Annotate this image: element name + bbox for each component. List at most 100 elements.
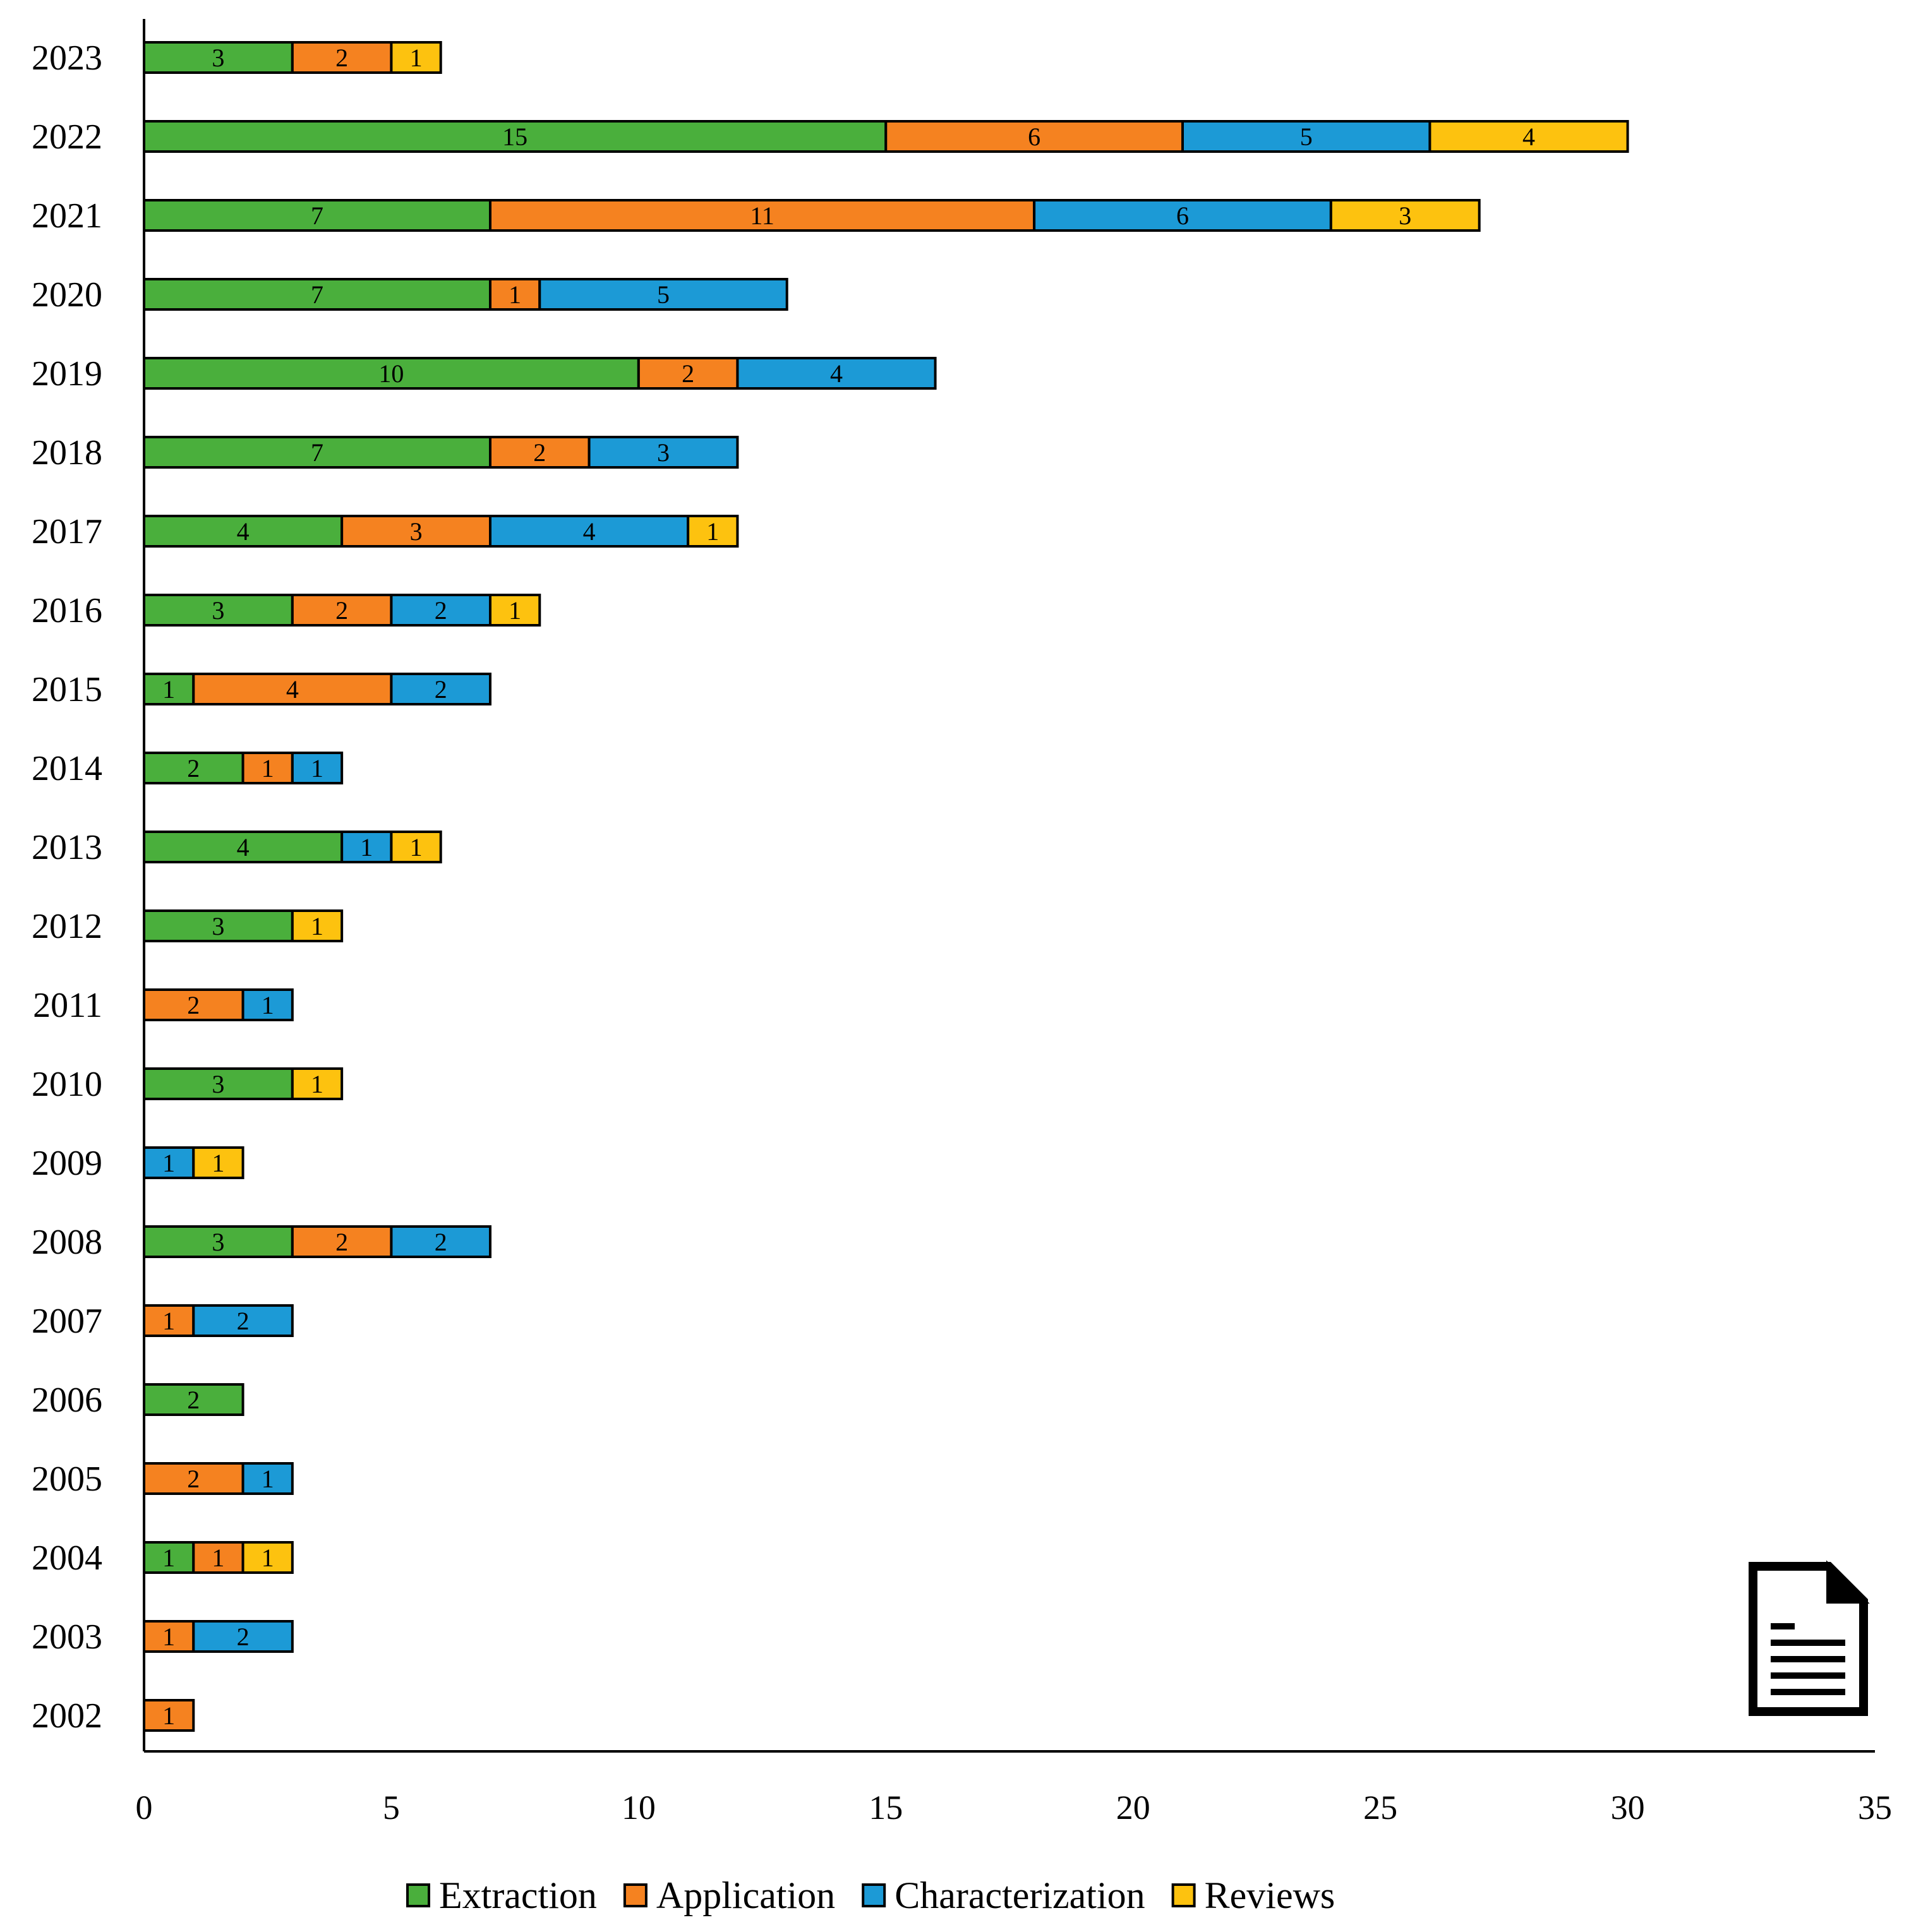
bar-value-label: 4 bbox=[583, 517, 596, 546]
x-tick-label: 30 bbox=[1611, 1789, 1645, 1827]
bar-value-label: 1 bbox=[410, 44, 423, 72]
bar-value-label: 3 bbox=[212, 44, 224, 72]
bar-segment bbox=[489, 515, 690, 548]
category-label: 2008 bbox=[32, 1223, 102, 1262]
bar-segment bbox=[192, 1146, 244, 1179]
category-label: 2018 bbox=[32, 433, 102, 472]
category-label: 2016 bbox=[32, 591, 102, 630]
bar-segment bbox=[538, 278, 788, 311]
bar-value-label: 1 bbox=[311, 912, 323, 940]
bar-value-label: 7 bbox=[311, 438, 323, 467]
bar-value-label: 1 bbox=[509, 280, 521, 309]
category-label: 2012 bbox=[32, 907, 102, 946]
bar-value-label: 2 bbox=[435, 596, 447, 625]
bar-value-label: 1 bbox=[311, 1070, 323, 1098]
bar-segment bbox=[489, 436, 591, 469]
category-label: 2011 bbox=[33, 986, 102, 1025]
bar-value-label: 1 bbox=[410, 833, 423, 861]
category-label: 2007 bbox=[32, 1302, 102, 1341]
legend-label: Characterization bbox=[895, 1875, 1145, 1916]
bar-value-label: 15 bbox=[502, 123, 527, 151]
bar-value-label: 2 bbox=[435, 675, 447, 704]
bar-value-label: 1 bbox=[262, 991, 274, 1019]
bar-segment bbox=[143, 1383, 244, 1416]
bar-segment bbox=[687, 515, 739, 548]
bar-segment bbox=[390, 673, 492, 705]
bar-value-label: 11 bbox=[750, 201, 774, 230]
bar-value-label: 1 bbox=[509, 596, 521, 625]
bar-segment bbox=[291, 909, 344, 942]
bar-value-label: 1 bbox=[360, 833, 373, 861]
bar-segment bbox=[340, 831, 393, 863]
legend-swatch bbox=[862, 1883, 886, 1907]
bar-value-label: 7 bbox=[311, 201, 323, 230]
bar-value-label: 2 bbox=[335, 1228, 348, 1256]
x-tick-label: 20 bbox=[1116, 1789, 1150, 1827]
bar-segment bbox=[241, 1541, 294, 1574]
bar-segment bbox=[291, 752, 344, 784]
category-label: 2020 bbox=[32, 275, 102, 315]
bar-segment bbox=[291, 41, 393, 74]
bar-value-label: 3 bbox=[212, 1228, 224, 1256]
category-label: 2010 bbox=[32, 1065, 102, 1104]
bar-value-label: 2 bbox=[335, 44, 348, 72]
bar-segment bbox=[390, 1225, 492, 1258]
bar-segment bbox=[291, 1067, 344, 1100]
bar-value-label: 3 bbox=[1399, 201, 1411, 230]
x-tick-label: 15 bbox=[869, 1789, 903, 1827]
bar-value-label: 2 bbox=[335, 596, 348, 625]
legend: Extraction Application Characterization Rev… bbox=[406, 1875, 1335, 1916]
x-tick-labels: 0 5 10 15 20 25 30 35 bbox=[136, 1789, 1893, 1827]
bar-value-label: 1 bbox=[162, 1544, 175, 1572]
bars-group: 3 2 115 6 5 47 11 6 37 1 510 2 47 2 34 3 4 13 2 2 11 4 22 1 14 1 1… bbox=[143, 41, 1629, 1732]
bar-value-label: 1 bbox=[162, 1307, 175, 1335]
bar-value-label: 4 bbox=[237, 517, 250, 546]
category-label: 2014 bbox=[32, 749, 102, 788]
legend-swatch bbox=[623, 1883, 648, 1907]
bar-value-label: 2 bbox=[237, 1623, 250, 1651]
bar-segment bbox=[489, 594, 541, 627]
bar-segment bbox=[489, 199, 1036, 232]
bar-value-label: 2 bbox=[187, 1386, 200, 1414]
category-label: 2013 bbox=[32, 828, 102, 867]
bar-value-label: 6 bbox=[1176, 201, 1189, 230]
legend-label: Application bbox=[656, 1875, 835, 1916]
legend-label: Extraction bbox=[439, 1875, 597, 1916]
bar-value-label: 4 bbox=[286, 675, 299, 704]
category-label: 2005 bbox=[32, 1460, 102, 1499]
bar-segment bbox=[390, 594, 492, 627]
bar-value-label: 2 bbox=[187, 1465, 200, 1493]
category-label: 2017 bbox=[32, 512, 102, 551]
bar-value-label: 4 bbox=[237, 833, 250, 861]
bar-value-label: 1 bbox=[212, 1544, 224, 1572]
bar-value-label: 2 bbox=[682, 359, 694, 388]
bar-value-label: 1 bbox=[262, 1544, 274, 1572]
category-label: 2003 bbox=[32, 1617, 102, 1657]
category-label: 2019 bbox=[32, 354, 102, 393]
bar-value-label: 5 bbox=[657, 280, 670, 309]
category-label: 2015 bbox=[32, 670, 102, 709]
category-label: 2022 bbox=[32, 117, 102, 157]
bar-segment bbox=[241, 1462, 294, 1495]
bar-value-label: 1 bbox=[162, 1701, 175, 1730]
bar-segment bbox=[143, 1225, 294, 1258]
bar-segment bbox=[390, 41, 442, 74]
bar-value-label: 5 bbox=[1300, 123, 1313, 151]
bar-value-label: 1 bbox=[311, 754, 323, 783]
bar-segment bbox=[291, 1225, 393, 1258]
bar-segment bbox=[143, 278, 491, 311]
bar-value-label: 4 bbox=[1522, 123, 1535, 151]
bar-value-label: 2 bbox=[533, 438, 546, 467]
legend-label: Reviews bbox=[1205, 1875, 1335, 1916]
bar-segment bbox=[143, 909, 294, 942]
category-label: 2021 bbox=[32, 196, 102, 236]
x-tick-label: 0 bbox=[136, 1789, 153, 1827]
bar-segment bbox=[143, 1699, 195, 1732]
bar-value-label: 3 bbox=[212, 596, 224, 625]
bar-value-label: 2 bbox=[237, 1307, 250, 1335]
x-tick-label: 35 bbox=[1858, 1789, 1892, 1827]
category-label: 2004 bbox=[32, 1539, 102, 1578]
bar-segment bbox=[884, 120, 1184, 153]
bar-segment bbox=[143, 1541, 195, 1574]
bar-value-label: 1 bbox=[262, 754, 274, 783]
